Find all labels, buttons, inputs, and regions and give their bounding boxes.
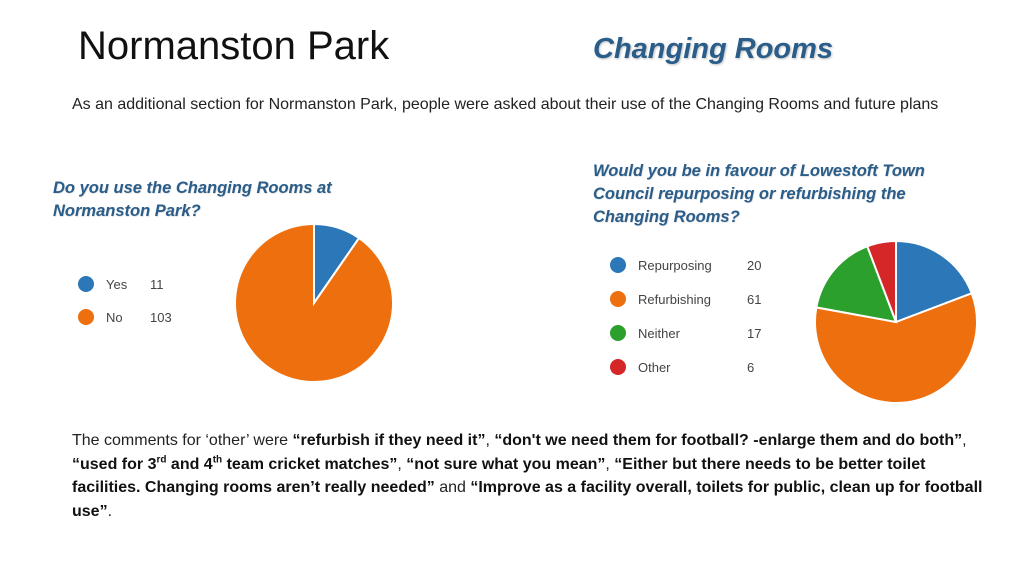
legend-label: No (106, 309, 123, 325)
chart1-title: Do you use the Changing Rooms at Normans… (53, 179, 332, 220)
comment-quote-3-part: team cricket matches” (222, 455, 398, 473)
chart2-title: Would you be in favour of Lowestoft Town… (593, 162, 925, 226)
legend-item-neither: Neither 17 (610, 323, 761, 343)
chart2-pie (814, 240, 978, 404)
chart1-pie (234, 223, 394, 383)
comments-lead: The comments for ‘other’ were (72, 432, 293, 449)
slide-subtitle: Changing Rooms (593, 33, 834, 65)
legend-item-no: No 103 (78, 307, 172, 327)
comments-text: The comments for ‘other’ were “refurbish… (72, 429, 992, 523)
comment-quote-5: “Either but there needs to be better toi… (72, 455, 926, 497)
legend-swatch-repurposing (610, 257, 626, 273)
pie-slice-refurbishing (814, 291, 978, 404)
comment-quote-1: “refurbish if they need it” (292, 432, 486, 449)
comments-separator: , (605, 455, 615, 473)
legend-item-refurbishing: Refurbishing 61 (610, 289, 761, 309)
legend-swatch-other (610, 359, 626, 375)
legend-value: 20 (747, 257, 762, 273)
comment-quote-4: “not sure what you mean” (406, 455, 606, 473)
comments-separator: , (962, 432, 967, 449)
comment-quote-6: “Improve as a facility overall, toilets … (72, 479, 983, 520)
intro-text: As an additional section for Normanston … (72, 96, 939, 113)
legend-item-yes: Yes 11 (78, 274, 164, 294)
legend-label: Refurbishing (638, 291, 711, 307)
comment-quote-3-part: “used for 3 (72, 455, 157, 473)
pie-slice-no (234, 223, 394, 383)
legend-label: Other (638, 359, 671, 375)
comment-quote-3-superscript: rd (156, 454, 167, 466)
legend-value: 6 (747, 359, 755, 375)
legend-label: Neither (638, 325, 680, 341)
legend-value: 17 (747, 325, 762, 341)
legend-label: Repurposing (638, 257, 712, 273)
legend-item-other: Other 6 (610, 357, 754, 377)
comment-quote-3-superscript: th (212, 454, 223, 466)
legend-value: 11 (150, 276, 164, 292)
comments-separator: and (434, 479, 471, 496)
legend-swatch-refurbishing (610, 291, 626, 307)
comment-quote-3-part: and 4 (166, 455, 213, 473)
comments-separator: , (485, 432, 495, 449)
legend-label: Yes (106, 276, 128, 292)
slide-title: Normanston Park (78, 24, 390, 68)
comment-quote-3: “used for 3rd and 4th team cricket match… (72, 454, 398, 473)
legend-value: 103 (150, 309, 172, 325)
pie-slice-repurposing (895, 240, 974, 324)
legend-swatch-neither (610, 325, 626, 341)
pie-slice-other (865, 240, 897, 323)
legend-swatch-no (78, 309, 94, 325)
legend-swatch-yes (78, 276, 94, 292)
legend-item-repurposing: Repurposing 20 (610, 255, 761, 275)
pie-slice-neither (815, 244, 898, 324)
comments-end: . (107, 502, 113, 520)
legend-value: 61 (747, 291, 762, 307)
comment-quote-2: “don't we need them for football? -enlar… (494, 432, 963, 449)
comments-separator: , (397, 455, 407, 473)
